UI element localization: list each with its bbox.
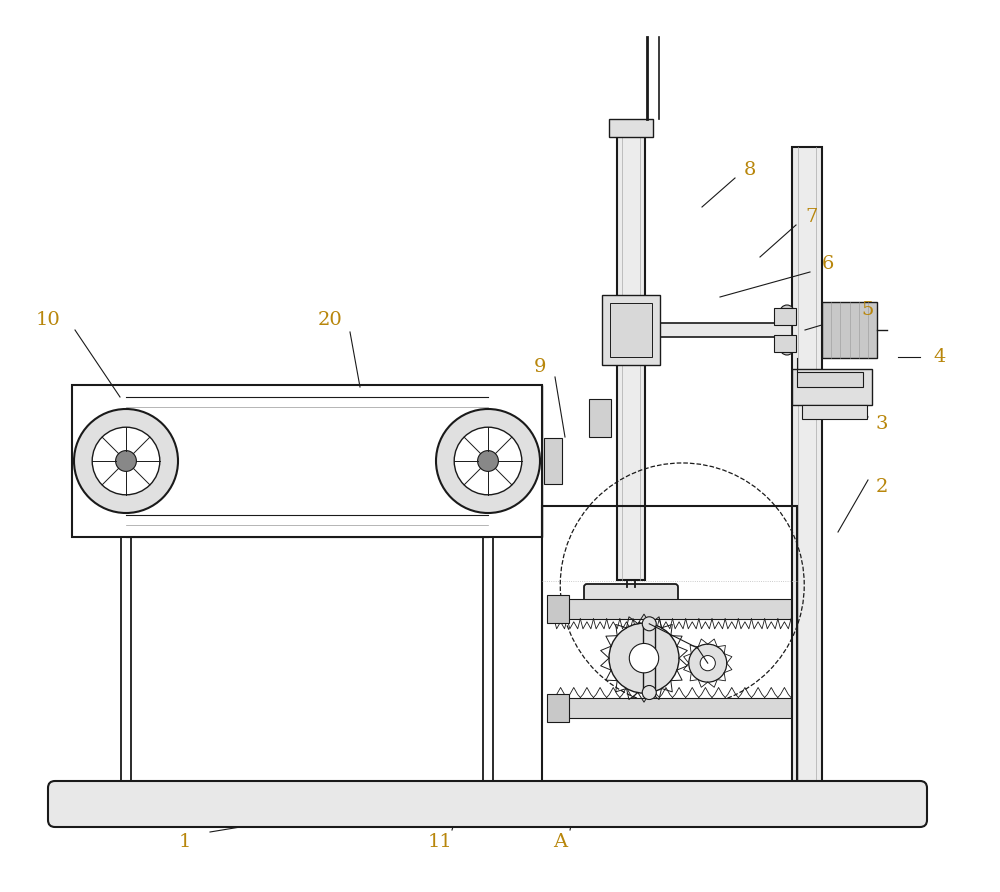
Bar xyxy=(547,693,569,722)
Bar xyxy=(547,595,569,623)
Circle shape xyxy=(629,643,659,673)
Circle shape xyxy=(642,685,656,699)
Circle shape xyxy=(454,427,522,495)
Bar xyxy=(620,323,792,337)
Circle shape xyxy=(621,341,635,355)
Bar xyxy=(72,385,542,537)
Bar xyxy=(554,599,791,619)
Circle shape xyxy=(780,305,794,319)
Text: 7: 7 xyxy=(806,208,818,226)
Bar xyxy=(774,335,796,352)
FancyBboxPatch shape xyxy=(584,584,678,607)
Bar xyxy=(602,295,660,365)
Bar xyxy=(554,698,791,717)
Bar xyxy=(617,124,645,580)
Circle shape xyxy=(74,409,178,513)
Bar xyxy=(792,147,822,788)
Bar xyxy=(609,119,653,137)
Text: 2: 2 xyxy=(876,478,888,496)
Bar xyxy=(802,405,867,419)
Text: 8: 8 xyxy=(744,161,756,179)
Circle shape xyxy=(689,644,727,682)
Circle shape xyxy=(116,450,136,471)
Bar xyxy=(544,438,562,483)
Text: 11: 11 xyxy=(428,833,452,851)
Circle shape xyxy=(436,409,540,513)
Text: 5: 5 xyxy=(862,301,874,319)
Bar xyxy=(822,302,877,358)
Text: A: A xyxy=(553,833,567,851)
Bar xyxy=(589,399,611,437)
Bar xyxy=(797,372,863,387)
Bar xyxy=(774,308,796,325)
Circle shape xyxy=(478,450,498,471)
Circle shape xyxy=(621,305,635,319)
Bar xyxy=(792,369,872,405)
FancyBboxPatch shape xyxy=(48,781,927,827)
Text: 1: 1 xyxy=(179,833,191,851)
Text: 9: 9 xyxy=(534,358,546,376)
Circle shape xyxy=(642,616,656,631)
Circle shape xyxy=(609,624,679,693)
Text: 4: 4 xyxy=(934,348,946,366)
Text: 20: 20 xyxy=(318,311,342,329)
Text: 6: 6 xyxy=(822,255,834,273)
Text: 10: 10 xyxy=(36,311,60,329)
Circle shape xyxy=(780,341,794,355)
Bar xyxy=(542,506,797,788)
Circle shape xyxy=(700,656,715,671)
Bar xyxy=(610,303,652,357)
Text: 3: 3 xyxy=(876,415,888,433)
Circle shape xyxy=(92,427,160,495)
